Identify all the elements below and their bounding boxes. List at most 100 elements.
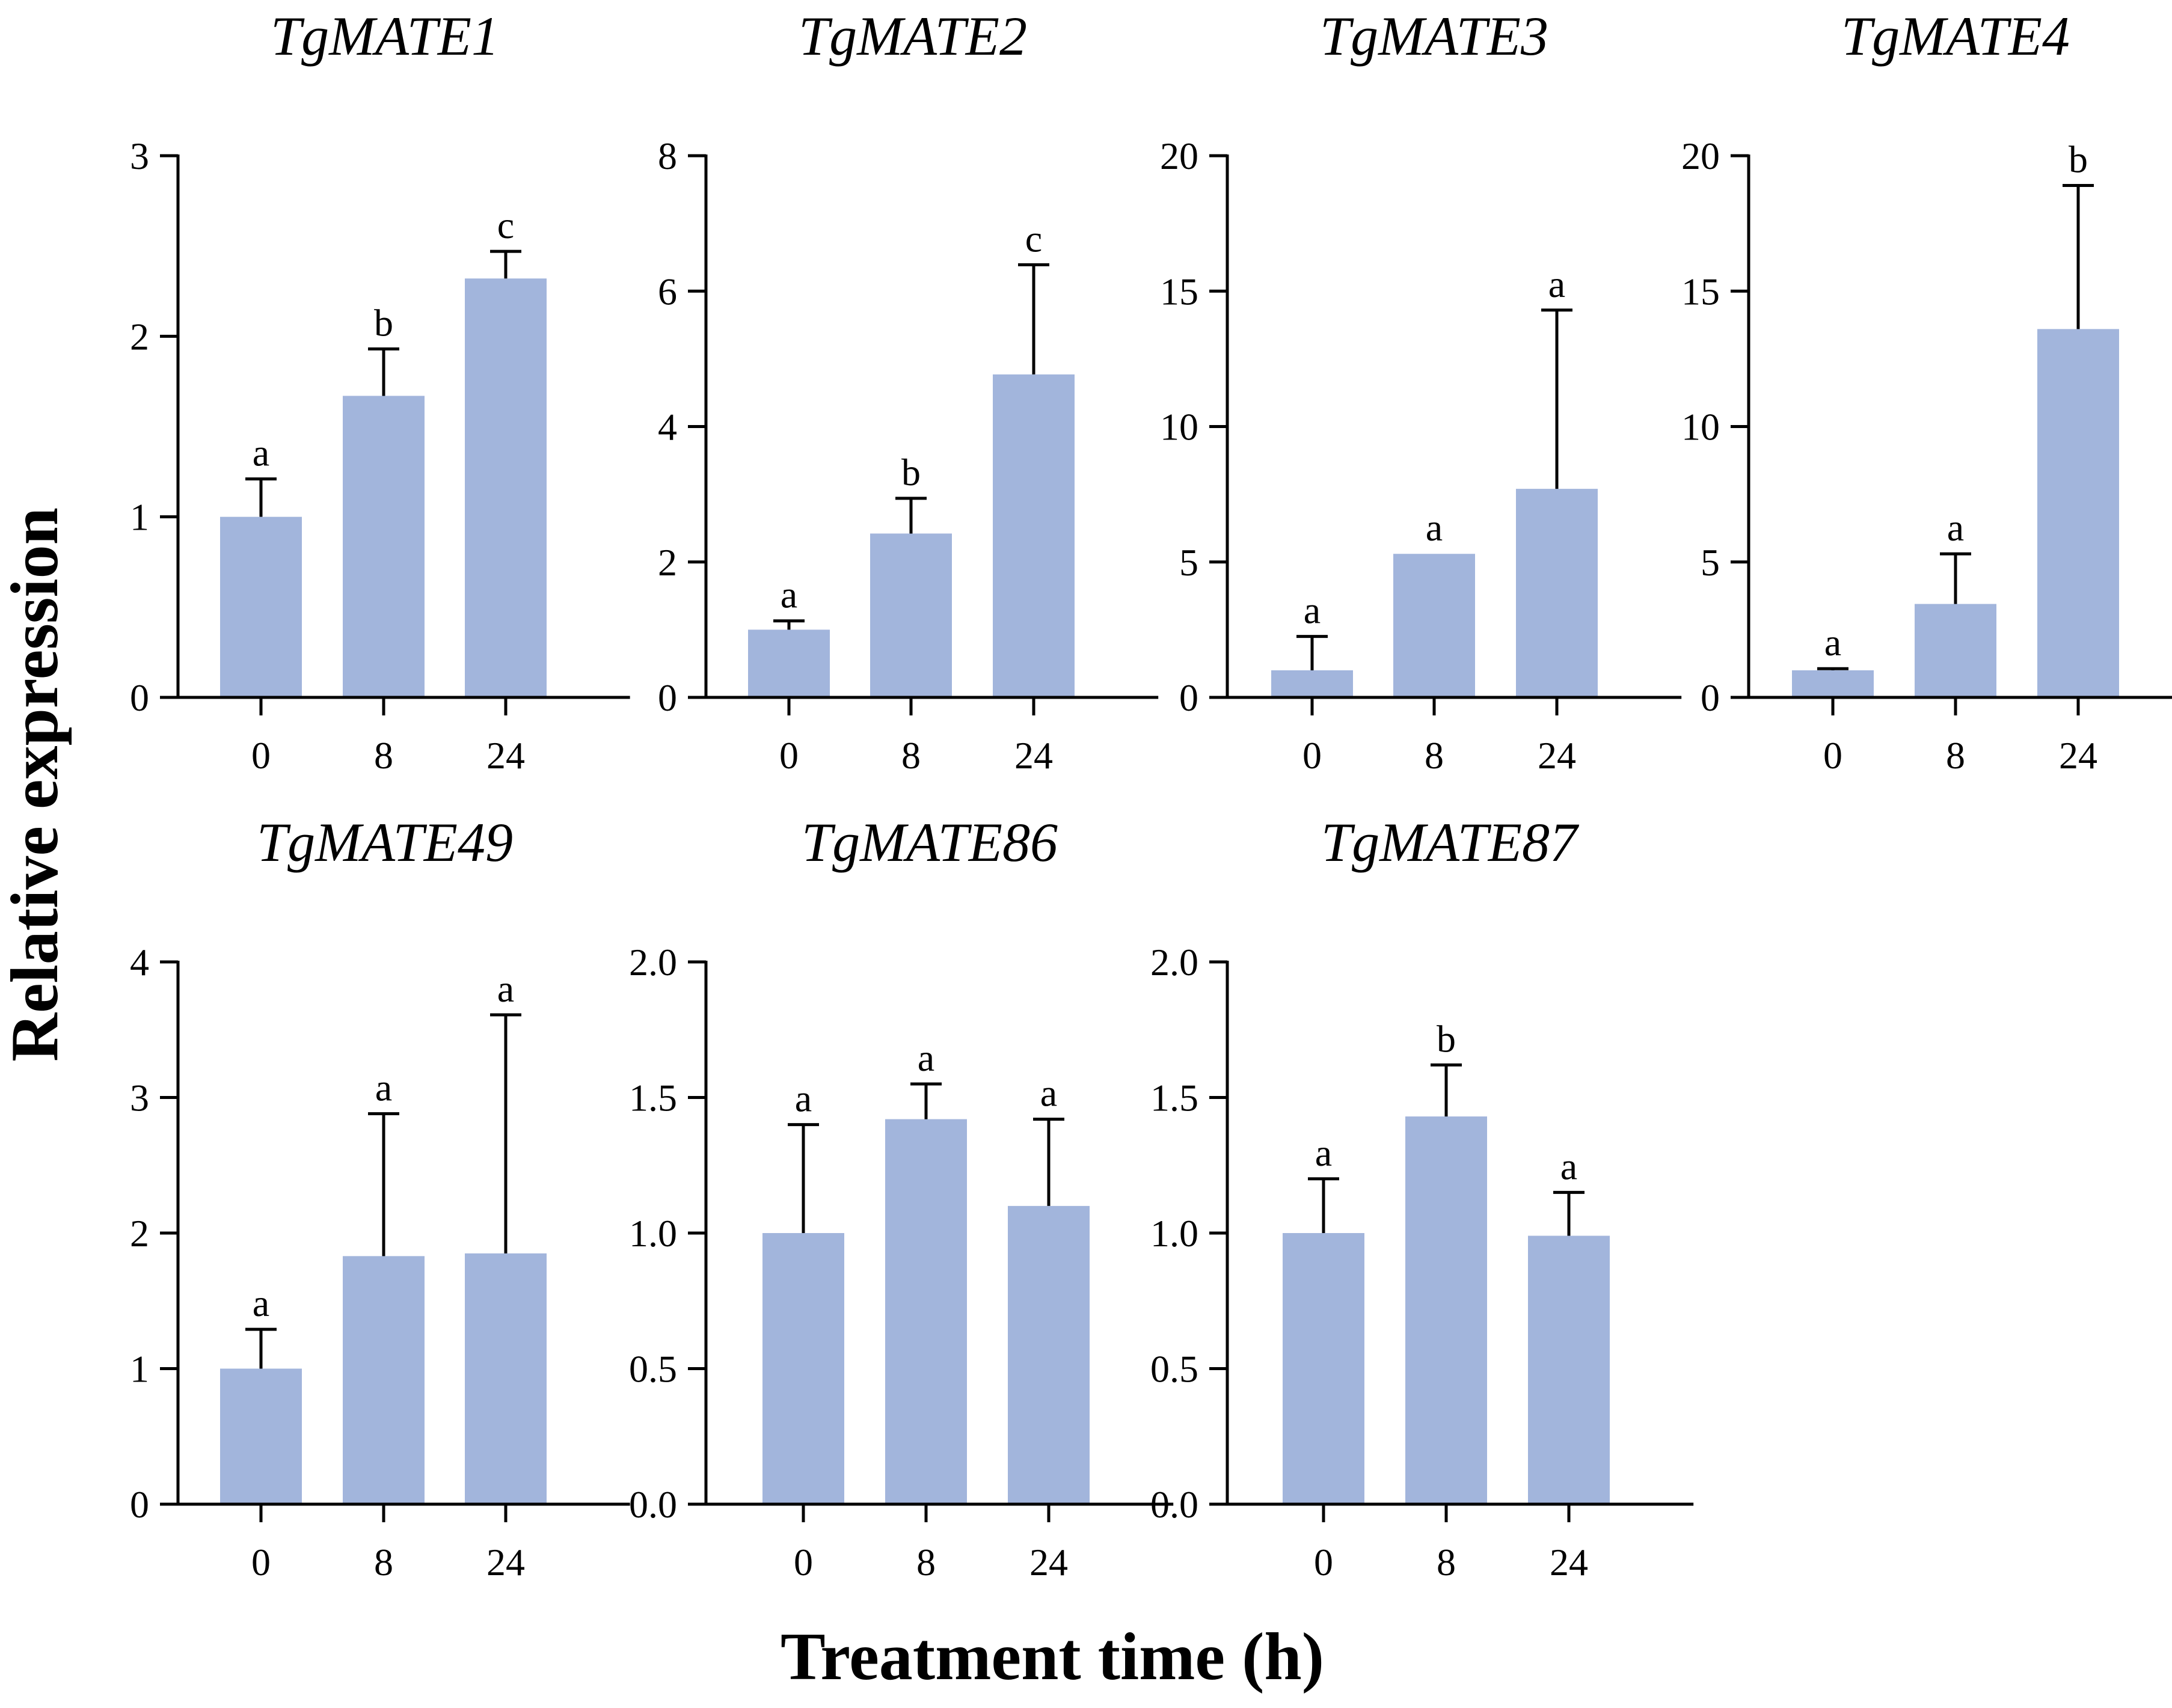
panel-title: TgMATE87	[1321, 812, 1580, 873]
y-tick-label: 0.0	[1150, 1483, 1198, 1526]
bar	[343, 396, 425, 697]
x-tick-label: 8	[1437, 1541, 1456, 1584]
y-tick-label: 2.0	[1150, 941, 1198, 984]
y-tick-label: 10	[1681, 406, 1720, 448]
x-tick-label: 24	[486, 734, 525, 777]
y-tick-label: 0	[658, 676, 677, 719]
y-tick-label: 0	[130, 676, 149, 719]
y-tick-label: 2.0	[629, 941, 677, 984]
chart-panel: TgMATE3 a 0 a 8 a 24 0 5 10 15 20	[1160, 5, 1682, 777]
significance-letter: a	[1548, 263, 1565, 305]
bar	[220, 1368, 302, 1504]
panel-title: TgMATE1	[271, 5, 499, 67]
y-tick-label: 2	[130, 1212, 149, 1255]
y-tick-label: 2	[658, 541, 677, 584]
x-tick-label: 24	[1014, 734, 1053, 777]
significance-letter: a	[1315, 1131, 1332, 1174]
y-tick-label: 20	[1160, 135, 1198, 177]
bar	[1271, 670, 1353, 697]
y-tick-label: 20	[1681, 135, 1720, 177]
significance-letter: b	[2069, 138, 2088, 181]
y-tick-label: 15	[1160, 270, 1198, 313]
x-tick-label: 0	[251, 734, 271, 777]
significance-letter: a	[253, 1282, 269, 1324]
bar	[465, 1253, 547, 1504]
significance-letter: a	[1560, 1145, 1577, 1187]
significance-letter: a	[497, 967, 514, 1010]
significance-letter: b	[901, 451, 921, 494]
significance-letter: b	[374, 301, 393, 344]
y-tick-label: 3	[130, 1077, 149, 1119]
bar	[748, 629, 830, 697]
panel-title: TgMATE4	[1841, 5, 2070, 67]
bar	[870, 533, 952, 697]
x-tick-label: 0	[251, 1541, 271, 1584]
x-tick-label: 0	[1823, 734, 1842, 777]
significance-letter: a	[1824, 621, 1841, 664]
chart-panel: TgMATE86 a 0 a 8 a 24 0.0 0.5 1.0 1.5 2.0	[629, 812, 1174, 1584]
significance-letter: a	[1426, 506, 1443, 549]
bar	[762, 1233, 844, 1504]
y-tick-label: 0	[1701, 676, 1720, 719]
chart-panel: TgMATE1 a 0 b 8 c 24 0 1 2 3	[130, 5, 630, 777]
y-tick-label: 6	[658, 270, 677, 313]
x-tick-label: 0	[1314, 1541, 1333, 1584]
y-tick-label: 1	[130, 496, 149, 539]
panel-title: TgMATE86	[802, 812, 1058, 873]
significance-letter: c	[497, 204, 514, 246]
x-tick-label: 24	[2059, 734, 2097, 777]
significance-letter: a	[375, 1067, 392, 1109]
y-tick-label: 8	[658, 135, 677, 177]
y-tick-label: 4	[658, 406, 677, 448]
chart-panel: TgMATE4 a 0 a 8 b 24 0 5 10 15 20	[1681, 5, 2172, 777]
bar	[1008, 1205, 1090, 1504]
significance-letter: a	[795, 1077, 812, 1120]
bar	[1915, 604, 1996, 697]
x-tick-label: 8	[916, 1541, 936, 1584]
y-tick-label: 2	[130, 315, 149, 358]
bar	[1405, 1116, 1487, 1504]
panel-title: TgMATE3	[1320, 5, 1548, 67]
bar	[465, 278, 547, 697]
panel-title: TgMATE2	[799, 5, 1027, 67]
bar	[1528, 1235, 1610, 1504]
y-tick-label: 10	[1160, 406, 1198, 448]
x-axis-label: Treatment time (h)	[781, 1620, 1324, 1694]
y-tick-label: 4	[130, 941, 149, 984]
bar	[1792, 670, 1874, 697]
y-tick-label: 15	[1681, 270, 1720, 313]
y-tick-label: 5	[1701, 541, 1720, 584]
significance-letter: c	[1025, 217, 1042, 260]
significance-letter: a	[918, 1036, 934, 1079]
bar	[2037, 329, 2119, 697]
x-tick-label: 8	[374, 734, 393, 777]
x-tick-label: 8	[1425, 734, 1444, 777]
x-tick-label: 24	[1550, 1541, 1588, 1584]
x-tick-label: 24	[1538, 734, 1576, 777]
panels-container: TgMATE1a0b8c240123TgMATE2a0b8c2402468TgM…	[130, 5, 2172, 1584]
significance-letter: a	[1304, 589, 1321, 632]
x-tick-label: 8	[1946, 734, 1965, 777]
chart-panel: TgMATE87 a 0 b 8 a 24 0.0 0.5 1.0 1.5 2.0	[1150, 812, 1694, 1584]
bar	[885, 1119, 967, 1504]
y-tick-label: 1.5	[1150, 1077, 1198, 1119]
bar	[1516, 489, 1598, 697]
x-tick-label: 0	[779, 734, 799, 777]
y-tick-label: 1.0	[629, 1212, 677, 1255]
significance-letter: a	[1947, 506, 1964, 549]
x-tick-label: 0	[794, 1541, 813, 1584]
x-tick-label: 24	[1029, 1541, 1068, 1584]
x-tick-label: 0	[1302, 734, 1322, 777]
y-axis-label: Relative expression	[0, 507, 72, 1062]
significance-letter: b	[1437, 1017, 1456, 1060]
bar	[1393, 554, 1475, 697]
y-tick-label: 1.5	[629, 1077, 677, 1119]
x-tick-label: 8	[374, 1541, 393, 1584]
y-tick-label: 0.5	[1150, 1348, 1198, 1391]
significance-letter: a	[781, 574, 797, 616]
y-tick-label: 0	[130, 1483, 149, 1526]
bar	[343, 1256, 425, 1504]
y-tick-label: 5	[1179, 541, 1198, 584]
